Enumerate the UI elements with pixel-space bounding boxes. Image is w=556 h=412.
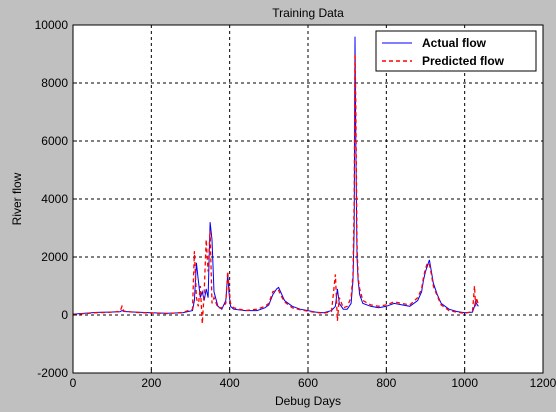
series-layer — [72, 36, 480, 324]
series-line-actual-flow — [72, 36, 479, 315]
x-tick-label: 0 — [70, 376, 77, 390]
y-tick-label: 8000 — [41, 76, 68, 90]
x-tick-label: 800 — [376, 376, 396, 390]
y-tick-label: 2000 — [41, 250, 68, 264]
y-axis-title: River flow — [10, 172, 24, 225]
x-axis-title: Debug Days — [275, 394, 341, 408]
ticks: 0 200 400 600 800 1000 1200-200002000400060008… — [35, 18, 556, 390]
x-tick-label: 1000 — [451, 376, 478, 390]
legend-label-actual: Actual flow — [422, 36, 487, 50]
x-tick-label: 400 — [220, 376, 240, 390]
x-tick-label: 200 — [141, 376, 161, 390]
legend-label-predicted: Predicted flow — [422, 54, 505, 68]
x-tick-label: 1200 — [530, 376, 556, 390]
grid — [73, 25, 543, 373]
chart-title: Training Data — [272, 6, 344, 20]
y-tick-label: 4000 — [41, 192, 68, 206]
legend-box — [375, 30, 537, 72]
y-tick-label: -2000 — [37, 366, 68, 380]
y-tick-label: 0 — [61, 308, 68, 322]
y-tick-label: 6000 — [41, 134, 68, 148]
legend: Actual flow Predicted flow — [375, 30, 537, 72]
y-tick-label: 10000 — [35, 18, 69, 32]
series-line-predicted-flow — [72, 53, 480, 324]
x-tick-label: 600 — [298, 376, 318, 390]
